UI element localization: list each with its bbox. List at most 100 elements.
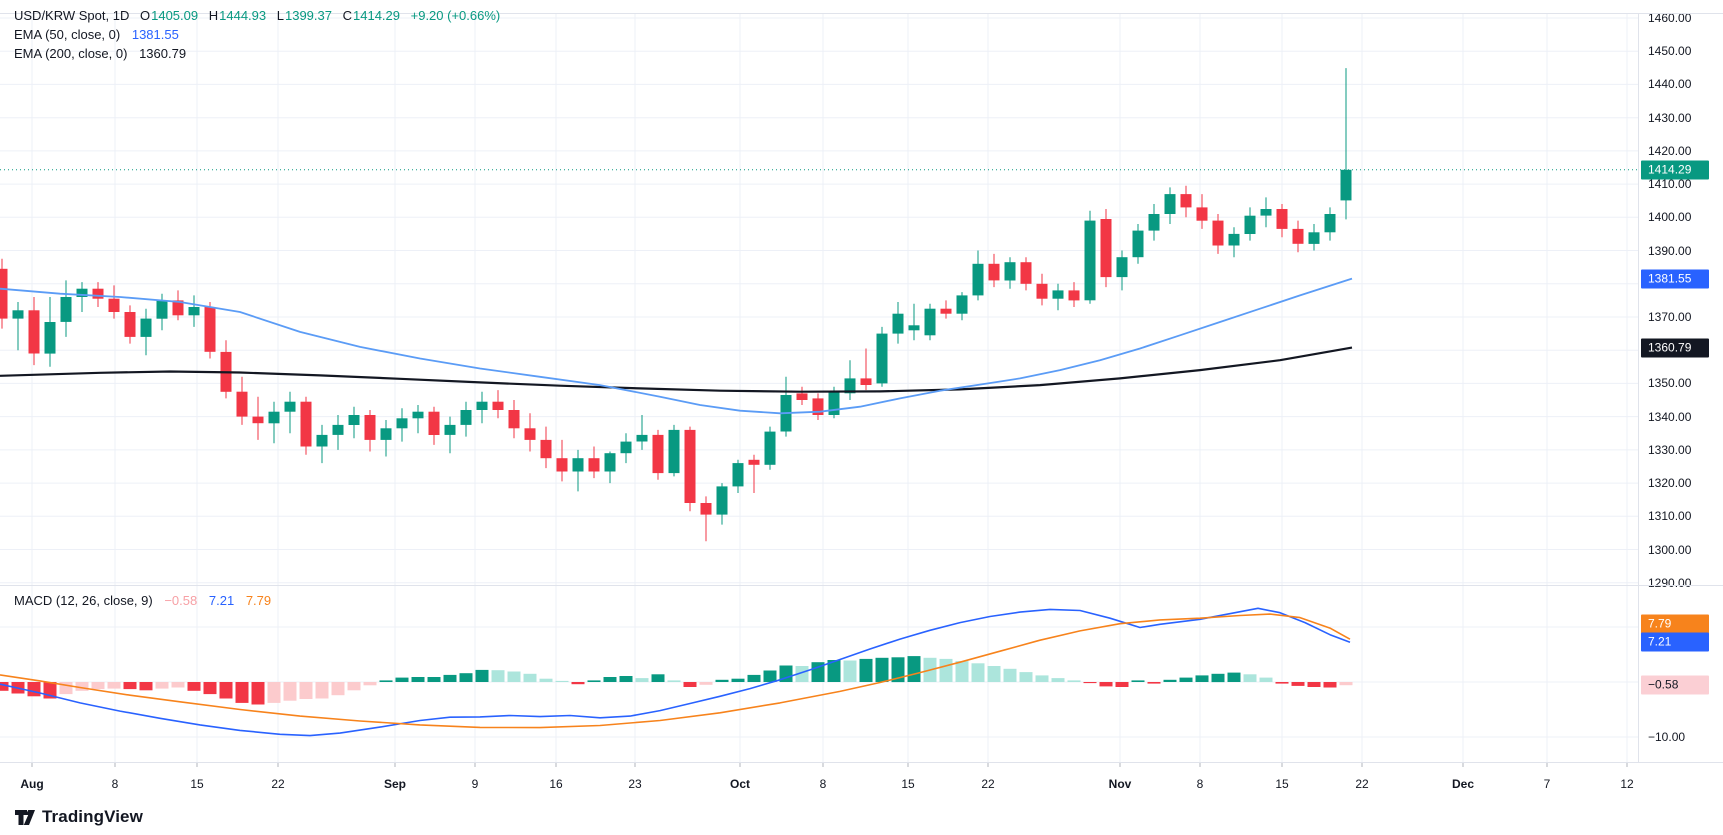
low-value: 1399.37 xyxy=(284,8,332,23)
macd-hist-bar xyxy=(1339,682,1353,686)
candle-body xyxy=(60,297,72,322)
change-value: +9.20 (+0.66%) xyxy=(410,8,501,23)
macd-hist-bar xyxy=(987,666,1001,682)
candle-body xyxy=(924,308,936,336)
candle-body xyxy=(412,411,424,419)
candle-body xyxy=(1100,219,1112,278)
price-axis-label: 1330.00 xyxy=(1648,442,1692,457)
macd-hist-bar xyxy=(1243,674,1257,682)
macd-hist-bar xyxy=(251,682,265,705)
macd-hist-bar xyxy=(331,682,345,696)
macd-hist-bar xyxy=(795,666,809,682)
macd-hist-bar xyxy=(491,670,505,682)
macd-signal-line xyxy=(0,613,1351,729)
symbol-legend-row[interactable]: USD/KRW Spot, 1D O1405.09 H1444.93 L1399… xyxy=(14,6,500,25)
price-badge: 1360.79 xyxy=(1641,338,1709,358)
open-label: O xyxy=(139,8,151,23)
candle-body xyxy=(988,263,1000,281)
time-axis-border xyxy=(0,762,1723,763)
candle-body xyxy=(732,463,744,487)
candle-body xyxy=(1020,262,1032,284)
candle-body xyxy=(604,453,616,472)
candle-body xyxy=(748,459,760,465)
ema50-name[interactable]: EMA (50, close, 0) xyxy=(14,27,121,42)
candle-body xyxy=(876,333,888,384)
ema200-value: 1360.79 xyxy=(139,46,187,61)
ema200-legend-row[interactable]: EMA (200, close, 0) 1360.79 xyxy=(14,44,500,63)
time-axis-label: 22 xyxy=(1355,777,1369,791)
candle-body xyxy=(252,416,264,424)
candle-body xyxy=(492,401,504,410)
price-axis-label: 1310.00 xyxy=(1648,509,1692,524)
candle-body xyxy=(556,458,568,472)
candle-body xyxy=(908,325,920,331)
candle-body xyxy=(1164,194,1176,214)
macd-hist-bar xyxy=(955,661,969,682)
ema50-legend-row[interactable]: EMA (50, close, 0) 1381.55 xyxy=(14,25,500,44)
macd-hist-bar xyxy=(475,669,489,682)
macd-hist-bar xyxy=(363,682,377,686)
ema50-line[interactable] xyxy=(0,277,1353,415)
price-axis-label: 1410.00 xyxy=(1648,177,1692,192)
candle-body xyxy=(364,415,376,440)
pane-separator[interactable] xyxy=(0,585,1723,586)
candle-body xyxy=(1228,233,1240,246)
macd-hist-bar xyxy=(827,660,841,682)
macd-hist-bar xyxy=(299,682,313,699)
macd-hist-bar xyxy=(747,674,761,682)
macd-hist-bar xyxy=(459,673,473,682)
price-axis-label: 1350.00 xyxy=(1648,376,1692,391)
price-axis-label: 1430.00 xyxy=(1648,110,1692,125)
candle-body xyxy=(860,378,872,385)
symbol-title[interactable]: USD/KRW Spot, 1D xyxy=(14,8,130,23)
macd-hist-bar xyxy=(139,682,153,691)
macd-hist-bar xyxy=(1147,682,1161,684)
macd-hist-bar xyxy=(843,660,857,682)
candle-body xyxy=(348,415,360,425)
candle-body xyxy=(1212,220,1224,246)
candle-body xyxy=(236,391,248,417)
price-axis-label: 1420.00 xyxy=(1648,143,1692,158)
candle-body xyxy=(204,307,216,352)
macd-hist-bar xyxy=(555,680,569,682)
macd-hist-bar xyxy=(971,663,985,682)
candle-body xyxy=(1260,209,1272,216)
macd-axis-label: −10.00 xyxy=(1648,730,1686,744)
high-label: H xyxy=(208,8,219,23)
time-axis-label: 22 xyxy=(981,777,995,791)
symbol-legend[interactable]: USD/KRW Spot, 1D O1405.09 H1444.93 L1399… xyxy=(14,6,500,63)
candle-body xyxy=(172,300,184,316)
pane-top-border xyxy=(0,13,1723,14)
time-axis-label: 12 xyxy=(1620,777,1634,791)
macd-hist-bar xyxy=(75,682,89,691)
macd-legend-row[interactable]: MACD (12, 26, close, 9) −0.58 7.21 7.79 xyxy=(14,593,271,608)
macd-hist-bar xyxy=(1259,677,1273,682)
ema200-name[interactable]: EMA (200, close, 0) xyxy=(14,46,128,61)
candle-body xyxy=(108,298,120,312)
candle-body xyxy=(684,429,696,503)
candle-body xyxy=(1340,169,1352,201)
macd-name[interactable]: MACD (12, 26, close, 9) xyxy=(14,593,153,608)
macd-hist-bar xyxy=(859,658,873,682)
macd-hist-bar xyxy=(939,658,953,682)
price-axis-label: 1440.00 xyxy=(1648,77,1692,92)
macd-badge: 7.79 xyxy=(1641,614,1709,634)
candle-body xyxy=(828,391,840,415)
candle-body xyxy=(300,401,312,447)
ema200-line[interactable] xyxy=(0,346,1353,393)
macd-hist-bar xyxy=(283,682,297,701)
macd-hist-bar xyxy=(315,682,329,699)
macd-hist-bar xyxy=(1179,677,1193,682)
candle-body xyxy=(940,308,952,314)
candle-body xyxy=(188,307,200,316)
time-axis-label: 8 xyxy=(1196,777,1204,791)
price-axis-label: 1320.00 xyxy=(1648,476,1692,491)
macd-hist-bar xyxy=(1003,668,1017,682)
macd-hist-bar xyxy=(683,682,697,687)
time-axis-label: 16 xyxy=(549,777,563,791)
tradingview-logo[interactable]: TradingView xyxy=(14,806,143,828)
open-value: 1405.09 xyxy=(151,8,199,23)
macd-hist-bar xyxy=(1211,673,1225,683)
macd-hist-bar xyxy=(395,677,409,682)
